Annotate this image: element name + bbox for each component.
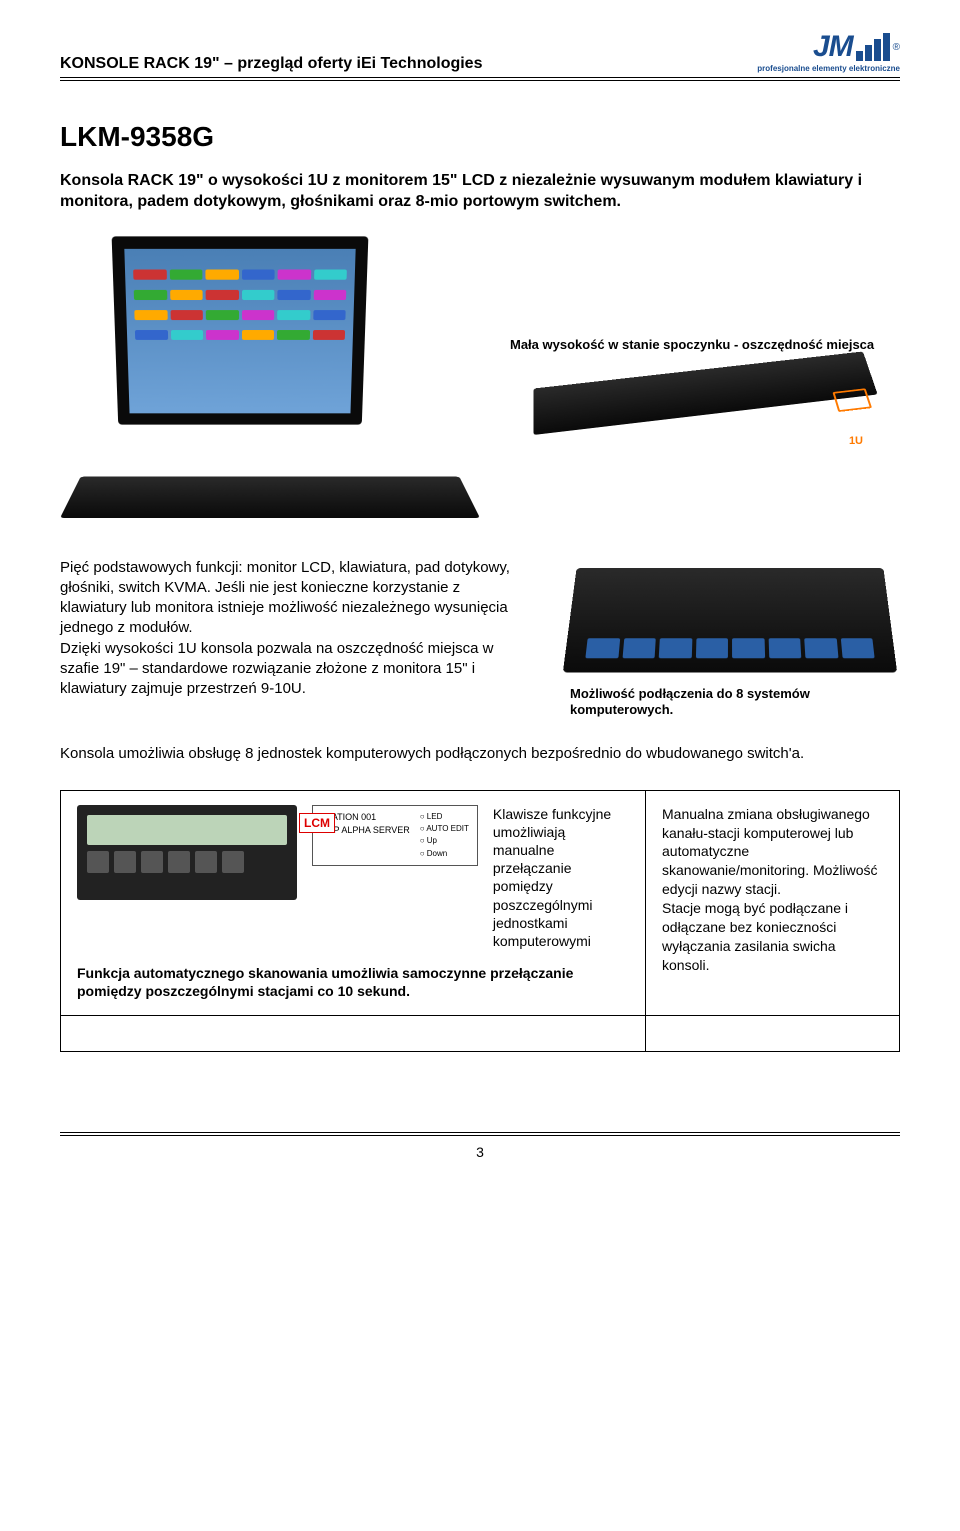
lcm-label: LCM xyxy=(299,813,335,833)
ports-caption: Możliwość podłączenia do 8 systemów komp… xyxy=(560,686,900,720)
product-image-open xyxy=(60,238,480,518)
page-number: 3 xyxy=(476,1144,484,1160)
table-row-empty xyxy=(61,1015,900,1051)
section-2-image-col: Możliwość podłączenia do 8 systemów komp… xyxy=(560,558,900,720)
product-image-back xyxy=(563,568,897,672)
logo: JM ® profesjonalne elementy elektroniczn… xyxy=(757,30,900,73)
table-cell-empty xyxy=(646,1015,900,1051)
footer: 3 xyxy=(60,1132,900,1160)
hero-row: Mała wysokość w stanie spoczynku - oszcz… xyxy=(60,238,900,518)
diagram-box: STATION 001 PCP ALPHA SERVER ○ LED ○ AUT… xyxy=(312,805,478,867)
panel-text: Klawisze funkcyjne umożliwiają manualne … xyxy=(493,805,629,951)
logo-text: JM xyxy=(813,30,853,64)
closed-caption: Mała wysokość w stanie spoczynku - oszcz… xyxy=(510,337,874,354)
product-title: LKM-9358G xyxy=(60,121,900,153)
product-image-closed-col: Mała wysokość w stanie spoczynku - oszcz… xyxy=(510,337,900,419)
section-2-text: Pięć podstawowych funkcji: monitor LCD, … xyxy=(60,558,530,720)
section-2: Pięć podstawowych funkcji: monitor LCD, … xyxy=(60,558,900,720)
logo-top: JM ® xyxy=(813,30,900,64)
header-title: KONSOLE RACK 19" – przegląd oferty iEi T… xyxy=(60,55,482,73)
table-cell-empty xyxy=(61,1015,646,1051)
u-height-label: 1U xyxy=(849,435,863,447)
table-cell-right: Manualna zmiana obsługiwanego kanału-sta… xyxy=(646,790,900,1015)
logo-subtitle: profesjonalne elementy elektroniczne xyxy=(757,64,900,73)
logo-bars-icon xyxy=(856,33,890,61)
table-row: LCM STATION 001 PCP ALPHA SERVER ○ LED ○… xyxy=(61,790,900,1015)
product-intro: Konsola RACK 19" o wysokości 1U z monito… xyxy=(60,171,900,213)
section-3-text: Konsola umożliwia obsługę 8 jednostek ko… xyxy=(60,744,900,764)
page: KONSOLE RACK 19" – przegląd oferty iEi T… xyxy=(0,0,960,1180)
panel-bottom-text: Funkcja automatycznego skanowania umożli… xyxy=(77,964,629,1000)
product-image-closed xyxy=(533,351,877,435)
header-bar: KONSOLE RACK 19" – przegląd oferty iEi T… xyxy=(60,30,900,81)
lcm-panel-image xyxy=(77,805,297,900)
info-table: LCM STATION 001 PCP ALPHA SERVER ○ LED ○… xyxy=(60,790,900,1052)
table-cell-left: LCM STATION 001 PCP ALPHA SERVER ○ LED ○… xyxy=(61,790,646,1015)
